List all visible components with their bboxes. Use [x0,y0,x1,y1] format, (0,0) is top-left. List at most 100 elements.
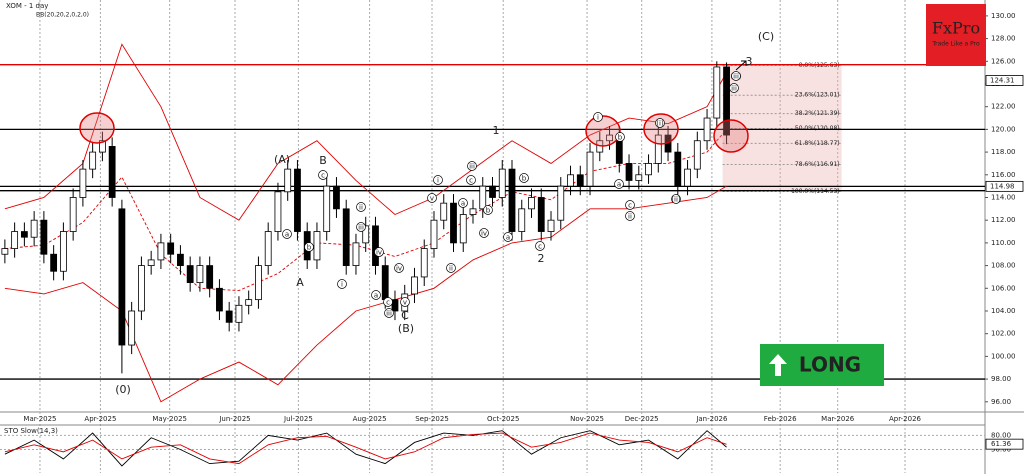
candle-body [713,66,721,119]
y-tick-label: 98.00 [991,375,1011,383]
circled-label: a [617,181,621,189]
x-tick-label: May-2025 [152,415,187,423]
x-tick-label: Jun-2025 [218,415,250,423]
wave-circle [615,132,625,142]
y-tick-label: 100.00 [991,352,1016,360]
fib-label: 0.0%(125.63) [799,62,840,69]
candle-body [196,265,204,284]
candle-body [430,219,438,249]
candle-body [567,174,574,187]
wave-circle [614,179,624,189]
circled-label: b [522,175,527,183]
wave-circle [304,242,314,252]
y-tick-label: 104.00 [991,307,1016,315]
candle-body [489,185,496,198]
wave-label: 3 [746,55,753,68]
price-box [985,180,1024,192]
circled-label: c [321,172,325,180]
candle-body [59,231,67,272]
wave-label: (B) [398,322,414,335]
y-tick-label: 122.00 [991,103,1016,111]
circled-label: ii [359,204,363,212]
candle-body [537,197,545,232]
y-tick-label: 120.00 [991,125,1016,133]
candle-body [147,259,155,266]
candle-body [693,140,701,170]
wave-circle [427,193,437,203]
candle-body [381,265,389,301]
circled-label: c [386,299,390,307]
wave-circle [625,211,635,221]
candle-body [294,168,301,232]
wave-label: (A) [274,153,290,166]
wave-label: 1 [493,124,500,137]
candle-body [362,225,370,244]
x-tick-label: Feb-2026 [764,415,797,423]
circled-label: iv [396,265,402,273]
circled-label: b [307,244,312,252]
candle-body [30,219,38,238]
x-tick-label: Apr-2026 [889,415,922,423]
wave-circle [466,175,476,185]
candle-body [69,197,77,232]
candle-body [79,168,87,198]
candle-body [216,287,223,312]
y-tick-label: 102.00 [991,330,1016,338]
candle-body [576,174,584,187]
candle-body [342,208,350,266]
x-tick-label: Jul-2025 [283,415,313,423]
wave-circle [458,198,468,208]
candle-body [450,202,457,244]
price-label: 61.36 [991,440,1012,448]
chart-title: XOM - 1 day [6,2,48,10]
y-tick-label: 108.00 [991,262,1016,270]
price-label: 114.98 [990,182,1015,190]
sto-line [4,432,727,465]
wave-circle [483,205,493,215]
candle-body [479,185,487,210]
circled-label: c [469,177,473,185]
circled-label: iii [386,310,392,318]
wave-circle [384,308,394,318]
highlight-circle [79,112,115,144]
wave-label: (C) [758,30,774,43]
wave-circle [433,175,443,185]
candle-body [547,219,555,232]
candle-body [99,140,106,153]
candle-body [20,231,28,238]
fib-zone [722,65,842,192]
y-tick-label: 112.00 [991,216,1016,224]
candle-body [11,231,19,249]
candle-body [284,168,292,193]
price-label: 124.31 [990,76,1015,84]
y-tick-label: 130.00 [991,12,1016,20]
wave-circle [282,229,292,239]
candle-body [167,242,175,255]
wave-circle [318,170,328,180]
wave-circle [519,173,529,183]
candle-body [606,134,613,142]
wave-circle [374,247,384,257]
wave-label: (0) [115,383,131,396]
candle-body [703,117,711,142]
circled-label: iii [469,163,475,171]
wave-label: C [401,309,409,322]
sto-line [4,430,727,467]
candle-body [255,265,262,301]
candle-body [440,202,448,221]
x-tick-label: Apr-2025 [84,415,116,423]
candle-body [333,185,340,210]
candle-body [684,168,691,187]
wave-circle [467,161,477,171]
circled-label: c [538,243,542,251]
circled-label: i [437,177,439,185]
candle-body [157,242,165,261]
candle-body [352,242,360,266]
highlight-circle [585,115,621,147]
candle-body [469,208,477,215]
y-tick-label: 96.00 [991,398,1011,406]
candle-body [723,66,730,136]
candle-body [323,185,331,232]
circled-label: i [341,281,343,289]
